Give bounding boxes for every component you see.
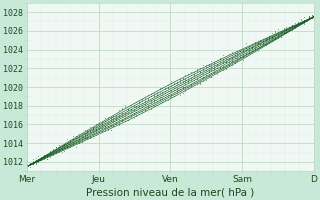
X-axis label: Pression niveau de la mer( hPa ): Pression niveau de la mer( hPa ) <box>86 187 254 197</box>
